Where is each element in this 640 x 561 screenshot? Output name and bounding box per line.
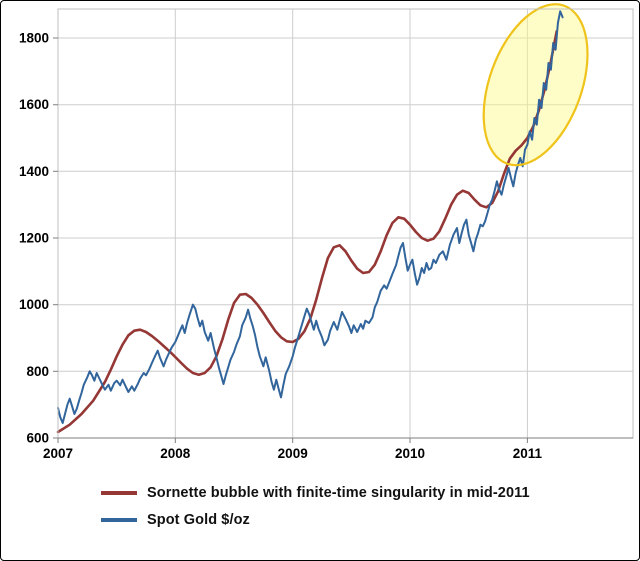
series-line-spot-gold (57, 10, 564, 424)
spot-gold-line-swatch (101, 518, 137, 522)
x-tick-label: 2008 (160, 446, 191, 461)
x-tick-label: 2009 (278, 446, 308, 461)
y-tick-label: 1800 (19, 31, 49, 46)
legend-label-sornette: Sornette bubble with finite-time singula… (147, 485, 530, 501)
bubble-highlight-fill (483, 4, 588, 166)
x-tick-label: 2007 (43, 446, 73, 461)
y-tick-label: 800 (26, 364, 49, 379)
chart-legend: Sornette bubble with finite-time singula… (101, 485, 639, 528)
legend-item-sornette: Sornette bubble with finite-time singula… (101, 485, 639, 501)
y-tick-label: 1400 (19, 164, 49, 179)
y-tick-label: 1600 (19, 97, 49, 112)
x-tick-label: 2010 (395, 446, 425, 461)
sornette-line-swatch (101, 491, 137, 495)
series-line-sornette (56, 29, 559, 434)
x-tick-label: 2011 (513, 446, 543, 461)
gold-bubble-chart: 2007 2008 2009 2010 2011 600 800 1000 1200 1400 16… (1, 1, 639, 471)
y-tick-label: 600 (26, 431, 49, 446)
bubble-highlight-outline (482, 3, 589, 167)
legend-label-spot-gold: Spot Gold $/oz (147, 512, 250, 528)
chart-svg: 2007 2008 2009 2010 2011 600 800 1000 1200 1400 16… (19, 3, 634, 461)
legend-item-spot-gold: Spot Gold $/oz (101, 512, 639, 528)
y-tick-label: 1000 (19, 297, 49, 312)
y-tick-label: 1200 (19, 231, 49, 246)
